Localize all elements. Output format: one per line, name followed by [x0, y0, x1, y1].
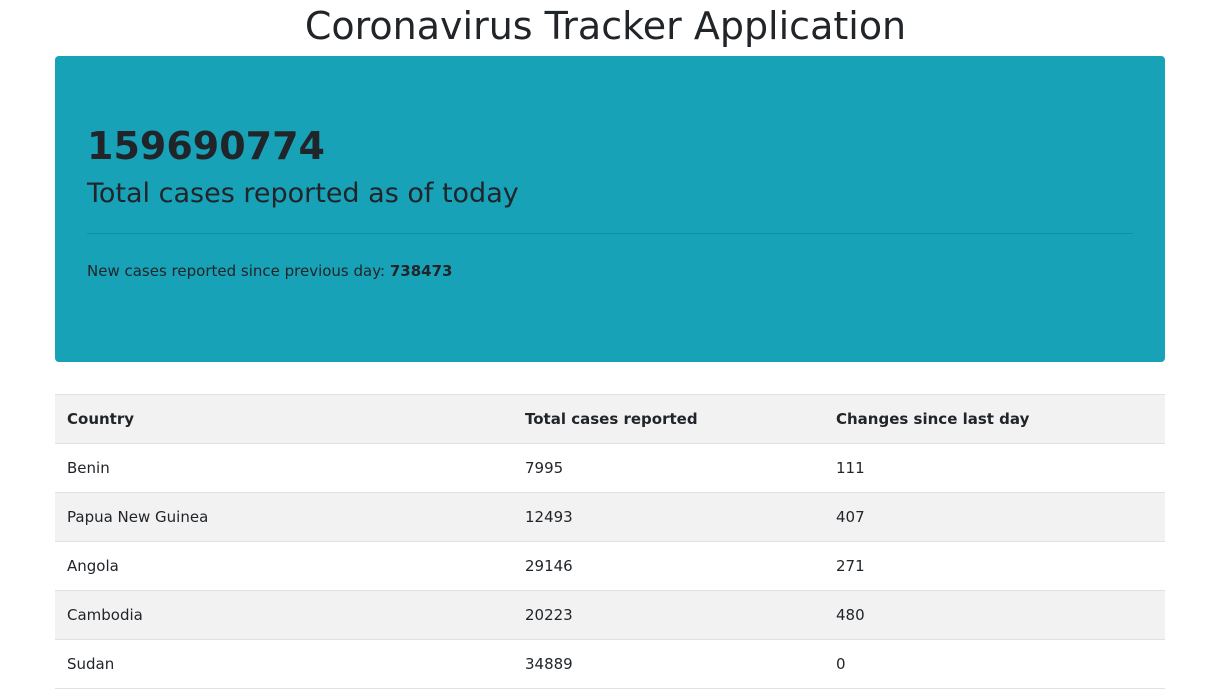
- cases-table: Country Total cases reported Changes sin…: [55, 394, 1165, 689]
- cell-total-cases: 29146: [513, 541, 824, 591]
- cell-country: Papua New Guinea: [55, 492, 513, 542]
- cell-change: 407: [824, 492, 1165, 542]
- cell-change: 480: [824, 590, 1165, 640]
- header-total-cases: Total cases reported: [513, 394, 824, 444]
- page-title: Coronavirus Tracker Application: [304, 4, 907, 48]
- header-country: Country: [55, 394, 513, 444]
- table-row: Benin 7995 111: [55, 443, 1165, 493]
- cell-total-cases: 34889: [513, 639, 824, 689]
- cell-total-cases: 12493: [513, 492, 824, 542]
- cell-total-cases: 20223: [513, 590, 824, 640]
- cell-country: Sudan: [55, 639, 513, 689]
- divider: [87, 233, 1133, 234]
- new-cases-label: New cases reported since previous day:: [87, 262, 390, 280]
- table-row: Angola 29146 271: [55, 541, 1165, 591]
- table-row: Cambodia 20223 480: [55, 590, 1165, 640]
- new-cases-text: New cases reported since previous day: 7…: [87, 260, 452, 282]
- summary-panel: 159690774 Total cases reported as of tod…: [55, 56, 1165, 362]
- header-changes: Changes since last day: [824, 394, 1165, 444]
- cell-change: 111: [824, 443, 1165, 493]
- table-header-row: Country Total cases reported Changes sin…: [55, 394, 1165, 444]
- table-row: Sudan 34889 0: [55, 639, 1165, 689]
- total-cases-number: 159690774: [87, 124, 325, 168]
- table-row: Papua New Guinea 12493 407: [55, 492, 1165, 542]
- cell-change: 271: [824, 541, 1165, 591]
- new-cases-value: 738473: [389, 262, 453, 280]
- cell-country: Angola: [55, 541, 513, 591]
- cell-change: 0: [824, 639, 1165, 689]
- total-cases-caption: Total cases reported as of today: [87, 178, 519, 209]
- cell-country: Cambodia: [55, 590, 513, 640]
- cell-country: Benin: [55, 443, 513, 493]
- cell-total-cases: 7995: [513, 443, 824, 493]
